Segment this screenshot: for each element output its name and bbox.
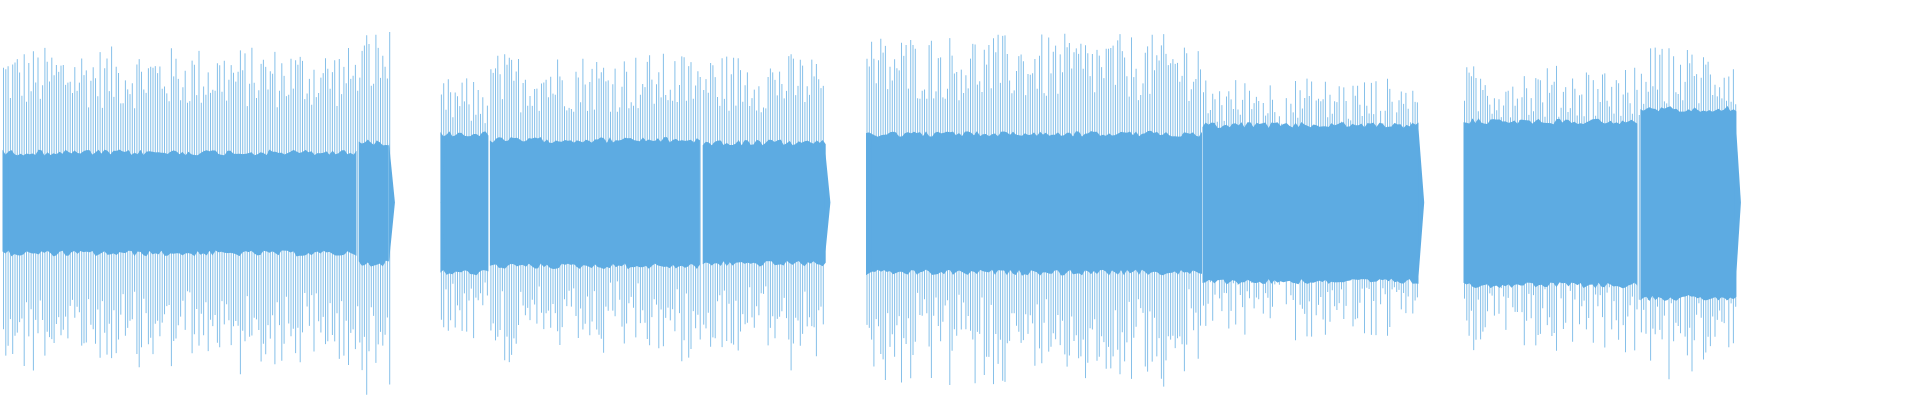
waveform-core — [866, 130, 1202, 276]
audio-clip — [1463, 47, 1741, 380]
waveform-core — [1640, 105, 1737, 302]
clip-start-taper — [440, 133, 447, 272]
clip-end-taper — [1418, 125, 1425, 280]
waveform-core — [489, 137, 700, 270]
waveform-core — [440, 131, 489, 276]
audio-clip — [2, 32, 395, 395]
waveform-core — [2, 149, 357, 257]
clip-start-taper — [2, 152, 9, 253]
waveform-core — [1202, 122, 1419, 285]
waveform-core — [702, 139, 826, 267]
clip-start-taper — [1463, 121, 1470, 284]
waveform-core — [358, 139, 389, 267]
audio-clip — [440, 53, 831, 371]
clip-end-taper — [388, 142, 395, 263]
waveform-core — [1463, 118, 1638, 289]
audio-clip — [865, 33, 1425, 387]
clip-end-taper — [824, 142, 831, 263]
clip-start-taper — [865, 133, 872, 272]
clip-end-taper — [1734, 108, 1741, 297]
